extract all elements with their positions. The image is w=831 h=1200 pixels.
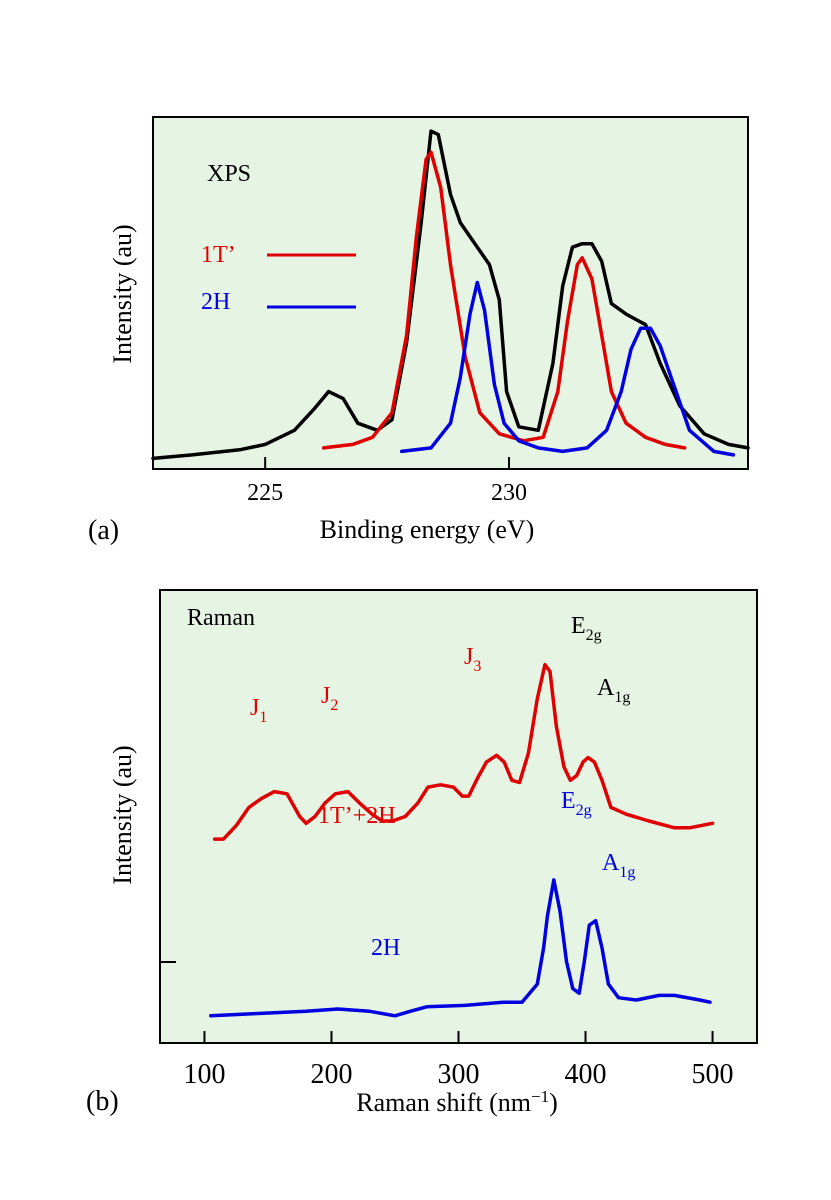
peak-label-subscript: 1 xyxy=(259,709,267,726)
peak-label-j3: J3 xyxy=(464,644,481,675)
legend-label-1t: 1T’ xyxy=(201,242,236,268)
x-tick-label: 200 xyxy=(310,1059,352,1090)
x-tick-label: 100 xyxy=(183,1059,225,1090)
panel-a-ylabel: Intensity (au) xyxy=(108,224,137,363)
series-line-1t-2h xyxy=(212,662,715,841)
peak-label-2h-label: 2H xyxy=(371,935,400,961)
panel-a-label: (a) xyxy=(88,515,119,546)
peak-label-subscript: 1g xyxy=(619,864,635,881)
peak-label-subscript: 2 xyxy=(330,697,338,714)
x-tick-label: 225 xyxy=(247,480,283,506)
panel-b-xlabel-end: ) xyxy=(549,1088,558,1117)
peak-label-base: J xyxy=(250,695,259,721)
panel-b-annotation: Raman xyxy=(187,605,255,631)
panel-b-xlabel: Raman shift (nm−1) xyxy=(356,1087,558,1117)
peak-label-base: E xyxy=(571,613,586,639)
panel-b-x-ticks: 100 200 300 400 500 xyxy=(183,1031,734,1090)
panel-b-plot-area xyxy=(159,589,758,1044)
panel-b-ylabel: Intensity (au) xyxy=(108,745,137,884)
x-tick-label: 230 xyxy=(491,480,527,506)
peak-label-base: 2H xyxy=(371,935,400,961)
panel-b-xlabel-sup: −1 xyxy=(531,1087,549,1106)
peak-label-base: 1T’+2H xyxy=(318,803,396,829)
peak-label-base: E xyxy=(561,788,576,814)
peak-label-subscript: 2g xyxy=(576,802,592,819)
panel-b-label: (b) xyxy=(86,1086,119,1117)
panel-a-x-ticks: 225 230 xyxy=(247,457,749,506)
peak-label-e2g-blue: E2g xyxy=(561,788,592,819)
peak-label-base: A xyxy=(602,850,620,876)
panel-a-plot-area xyxy=(152,116,749,470)
peak-label-subscript: 3 xyxy=(473,658,481,675)
panel-a-legend: 1T’ 2H xyxy=(201,242,356,315)
series-line-2h xyxy=(209,878,712,1018)
peak-label-base: A xyxy=(597,675,615,701)
panel-b-series xyxy=(209,662,715,1018)
panel-a-annotation: XPS xyxy=(207,161,251,187)
peak-label-subscript: 2g xyxy=(586,627,602,644)
peak-label-base: J xyxy=(464,644,473,670)
peak-label-j1: J1 xyxy=(250,695,267,726)
peak-label-mixed-label: 1T’+2H xyxy=(318,803,396,829)
series-line-envelope xyxy=(151,129,750,461)
x-tick-label: 400 xyxy=(565,1059,607,1090)
panel-a-series xyxy=(151,129,750,461)
panel-a: 225 230 XPS 1T’ 2H Intensity (au) Binding… xyxy=(88,116,750,546)
peak-label-subscript: 1g xyxy=(614,689,630,706)
peak-label-base: J xyxy=(321,683,330,709)
x-tick-label: 300 xyxy=(438,1059,480,1090)
panel-b: 100 200 300 400 500 Raman J1J2J3E2gA1g1T’+2H… xyxy=(86,589,758,1117)
series-line-1t- xyxy=(321,150,687,450)
peak-label-a1g-blue: A1g xyxy=(602,850,635,881)
peak-label-a1g-red: A1g xyxy=(597,675,630,706)
x-tick-label: 500 xyxy=(692,1059,734,1090)
peak-label-e2g-red: E2g xyxy=(571,613,602,644)
legend-label-2h: 2H xyxy=(201,289,230,315)
series-line-2h xyxy=(399,280,736,457)
panel-b-xlabel-main: Raman shift (nm xyxy=(356,1088,531,1117)
peak-label-j2: J2 xyxy=(321,683,338,714)
panel-a-xlabel: Binding energy (eV) xyxy=(320,515,535,544)
